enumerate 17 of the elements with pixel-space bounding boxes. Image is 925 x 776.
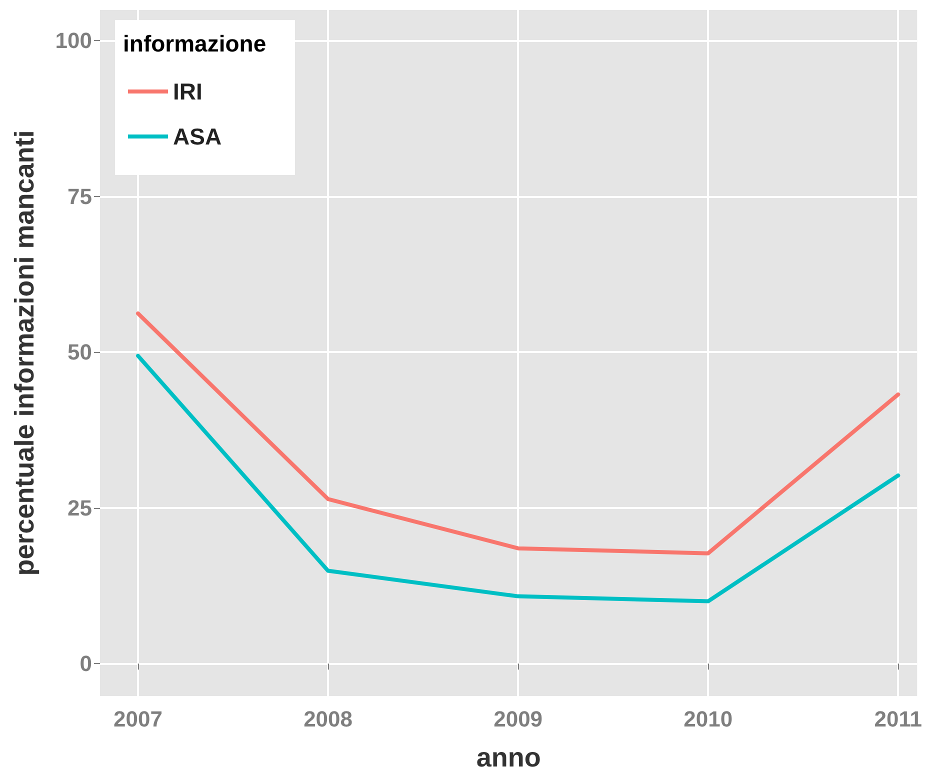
y-axis-title: percentuale informazioni mancanti [10,130,40,576]
x-axis-title: anno [476,742,541,772]
x-tick-label: 2010 [684,706,733,732]
x-tick-label: 2011 [874,706,922,732]
y-tick-label: 75 [68,184,92,209]
legend-title: informazione [123,30,266,56]
x-tick-label: 2007 [114,706,162,732]
y-tick-label: 0 [80,651,92,676]
y-tick-label: 50 [68,340,92,365]
legend-label: ASA [173,124,222,150]
line-series [136,354,900,604]
x-tick-label: 2009 [494,706,543,732]
line-series [136,311,900,556]
legend-label: IRI [173,78,202,104]
y-tick-label: 100 [55,28,92,54]
y-tick-label: 25 [68,495,92,520]
x-tick-label: 2008 [304,706,353,732]
